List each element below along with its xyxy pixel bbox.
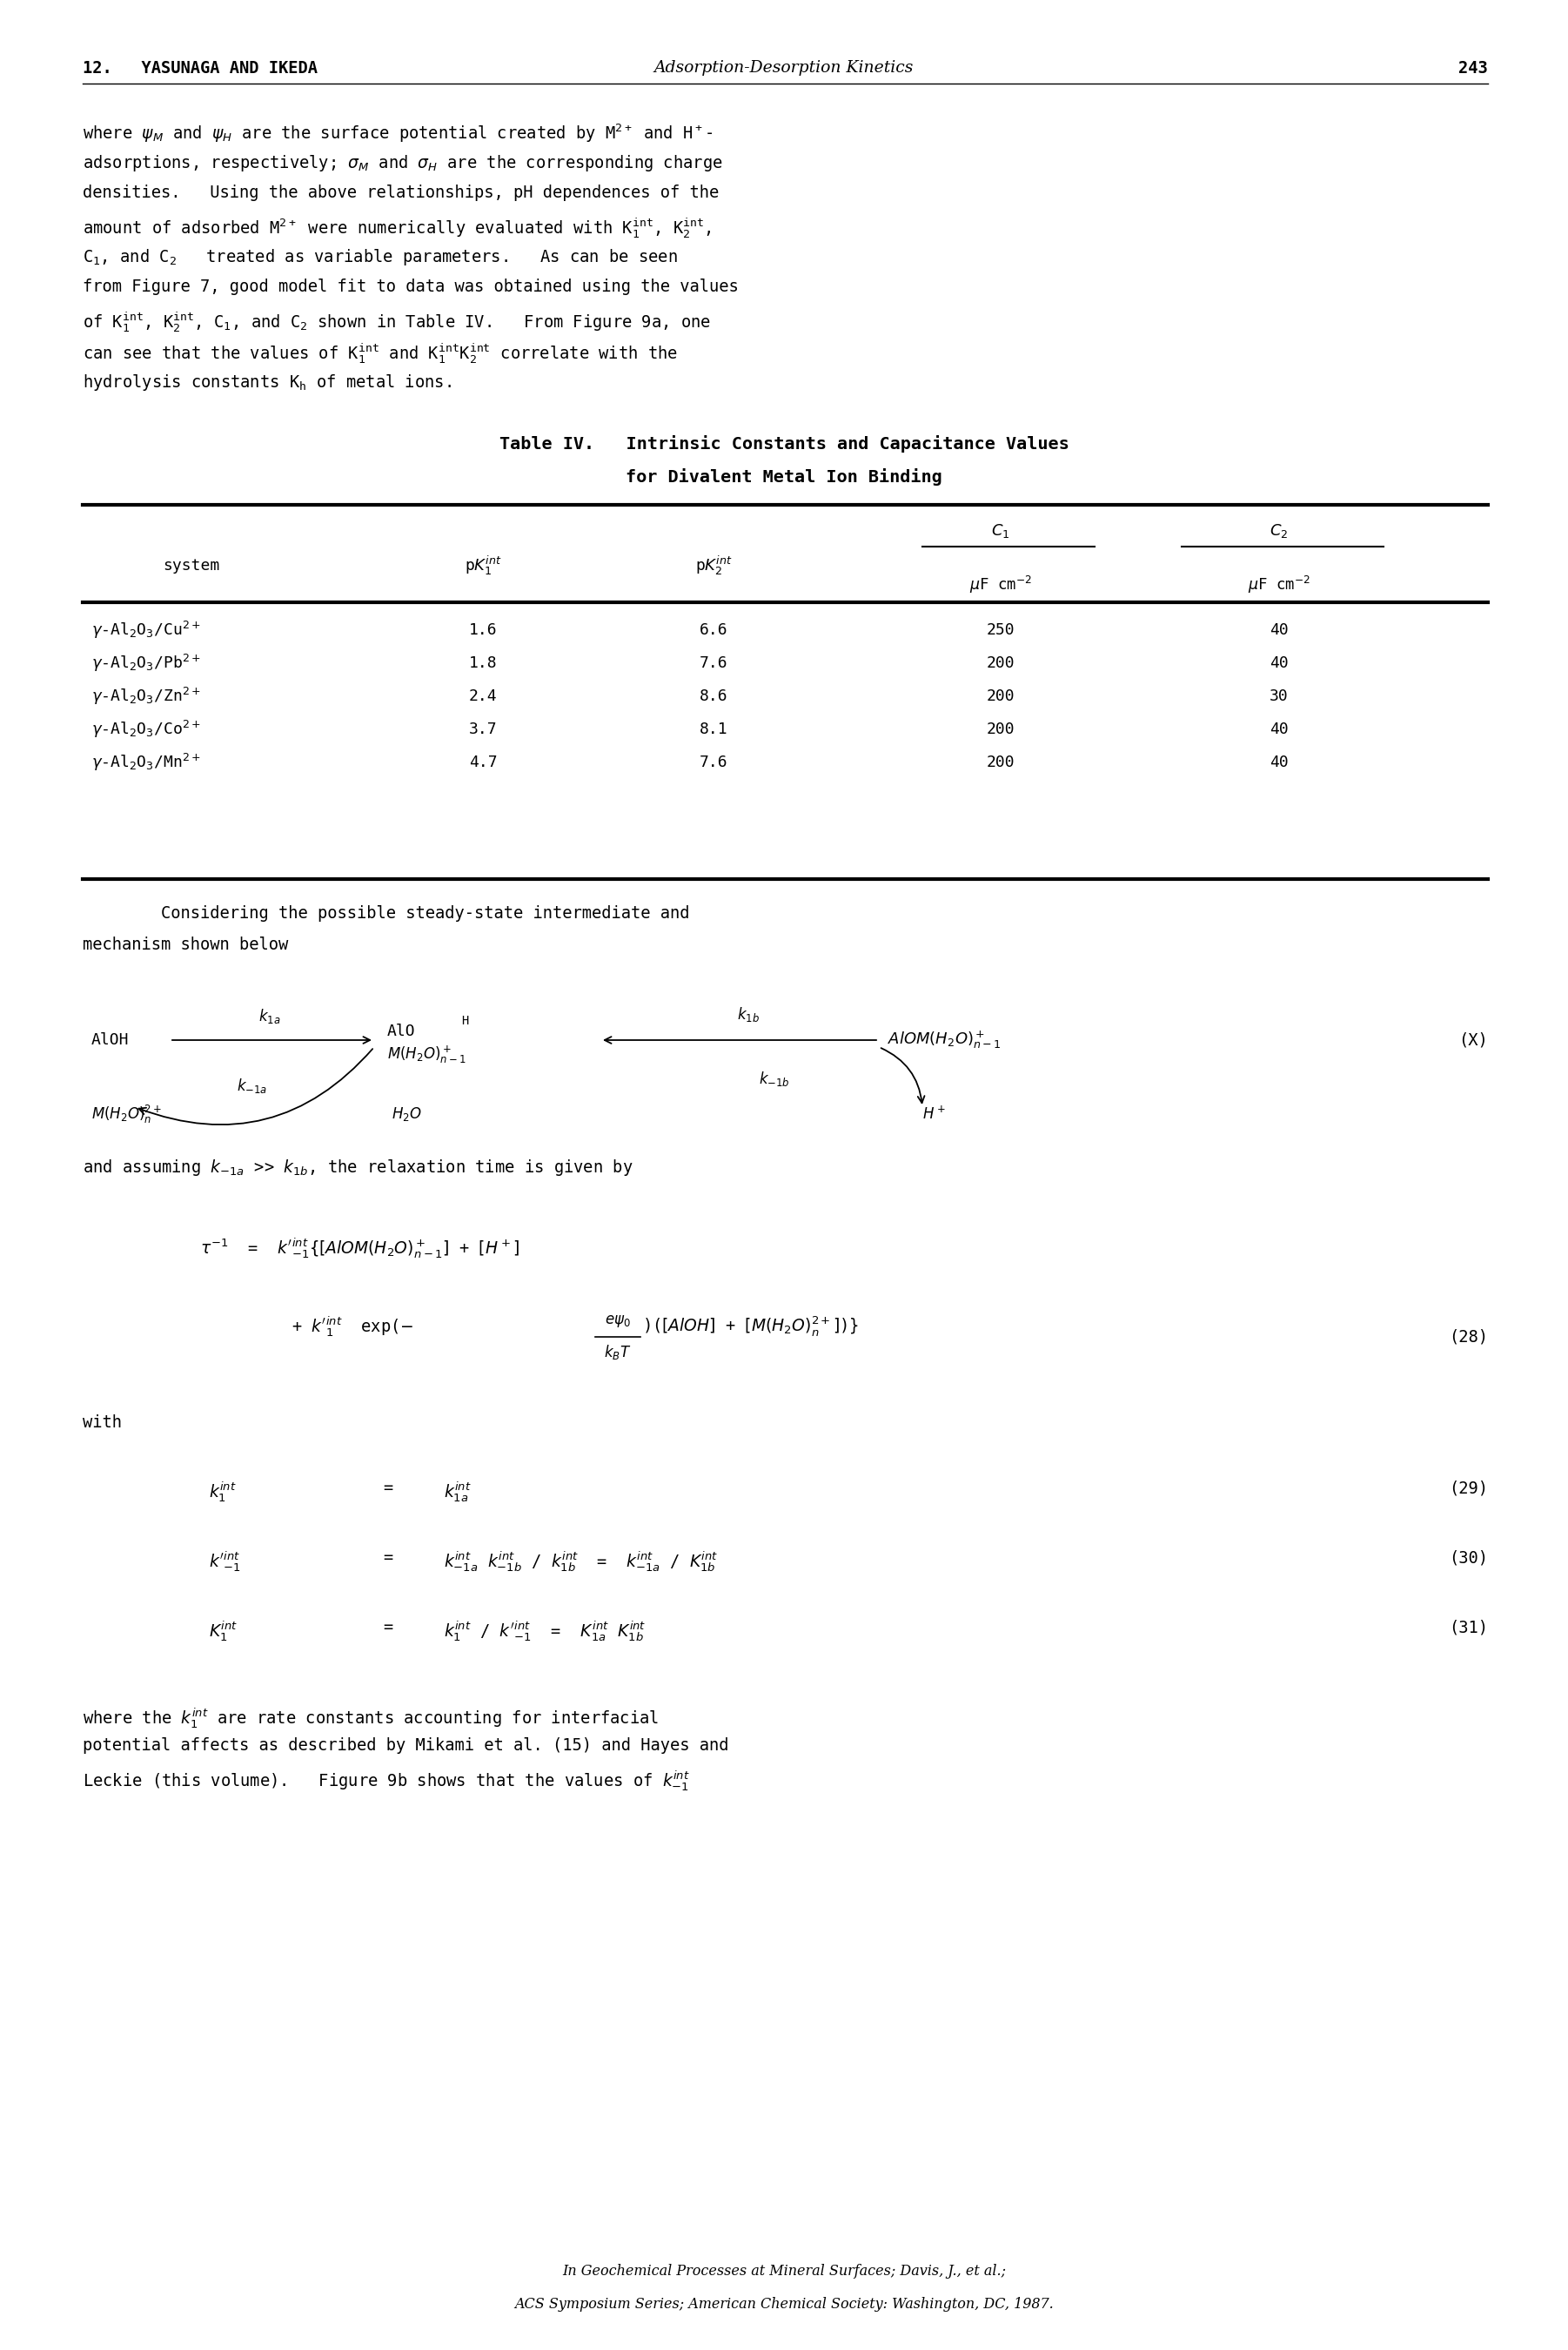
Text: In Geochemical Processes at Mineral Surfaces; Davis, J., et al.;: In Geochemical Processes at Mineral Surf…: [561, 2265, 1007, 2279]
Text: amount of adsorbed $\mathregular{M^{2+}}$ were numerically evaluated with $\math: amount of adsorbed $\mathregular{M^{2+}}…: [83, 216, 712, 240]
Text: $C_1$: $C_1$: [991, 522, 1010, 540]
Text: 243: 243: [1458, 59, 1488, 75]
Text: $\gamma$-Al$_2$O$_3$/Cu$^{2+}$: $\gamma$-Al$_2$O$_3$/Cu$^{2+}$: [91, 620, 201, 642]
Text: $\gamma$-Al$_2$O$_3$/Co$^{2+}$: $\gamma$-Al$_2$O$_3$/Co$^{2+}$: [91, 719, 201, 740]
Text: (28): (28): [1449, 1328, 1488, 1344]
Text: $k_BT$: $k_BT$: [604, 1344, 632, 1361]
Text: $k'^{int}_{-1}$: $k'^{int}_{-1}$: [209, 1549, 241, 1575]
Text: $H_2O$: $H_2O$: [392, 1104, 422, 1123]
Text: ACS Symposium Series; American Chemical Society: Washington, DC, 1987.: ACS Symposium Series; American Chemical …: [514, 2298, 1054, 2312]
Text: $H^+$: $H^+$: [922, 1107, 946, 1123]
FancyArrowPatch shape: [140, 1048, 373, 1126]
Text: with: with: [83, 1415, 122, 1431]
Text: =: =: [383, 1480, 392, 1497]
Text: 4.7: 4.7: [469, 754, 497, 771]
Text: Adsorption-Desorption Kinetics: Adsorption-Desorption Kinetics: [654, 61, 914, 75]
Text: =: =: [383, 1549, 392, 1565]
Text: densities.   Using the above relationships, pH dependences of the: densities. Using the above relationships…: [83, 186, 720, 202]
Text: (30): (30): [1449, 1549, 1488, 1565]
Text: + $k'^{int}_1$  exp($-$: + $k'^{int}_1$ exp($-$: [292, 1314, 414, 1340]
Text: 1.8: 1.8: [469, 656, 497, 672]
Text: AlOH: AlOH: [91, 1032, 129, 1048]
Text: hydrolysis constants $\mathregular{K_h}$ of metal ions.: hydrolysis constants $\mathregular{K_h}$…: [83, 374, 452, 392]
Text: $\gamma$-Al$_2$O$_3$/Pb$^{2+}$: $\gamma$-Al$_2$O$_3$/Pb$^{2+}$: [91, 653, 201, 674]
Text: 8.6: 8.6: [699, 689, 728, 705]
Text: p$K_1^{int}$: p$K_1^{int}$: [464, 555, 502, 578]
Text: (31): (31): [1449, 1619, 1488, 1636]
Text: 8.1: 8.1: [699, 721, 728, 738]
Text: 7.6: 7.6: [699, 656, 728, 672]
Text: AlO: AlO: [387, 1025, 416, 1039]
Text: $k_1^{int}$: $k_1^{int}$: [209, 1480, 237, 1504]
Text: $k_{-1a}^{int}$ $k_{-1b}^{int}$ / $k_{1b}^{int}$  =  $k_{-1a}^{int}$ / $K_{1b}^{: $k_{-1a}^{int}$ $k_{-1b}^{int}$ / $k_{1b…: [444, 1549, 718, 1575]
Text: H: H: [461, 1015, 469, 1027]
Text: )($[AlOH]$ + $[M(H_2O)^{2+}_n]$)}: )($[AlOH]$ + $[M(H_2O)^{2+}_n]$)}: [643, 1314, 859, 1337]
Text: 200: 200: [986, 754, 1014, 771]
Text: for Divalent Metal Ion Binding: for Divalent Metal Ion Binding: [626, 468, 942, 486]
Text: 2.4: 2.4: [469, 689, 497, 705]
Text: of $\mathregular{K_1^{int}}$, $\mathregular{K_2^{int}}$, $\mathregular{C_1}$, an: of $\mathregular{K_1^{int}}$, $\mathregu…: [83, 310, 710, 334]
Text: and assuming $k_{-1a}$ >> $k_{1b}$, the relaxation time is given by: and assuming $k_{-1a}$ >> $k_{1b}$, the …: [83, 1159, 633, 1177]
Text: $e\psi_0$: $e\psi_0$: [605, 1314, 630, 1330]
Text: 40: 40: [1270, 656, 1289, 672]
Text: Considering the possible steady-state intermediate and: Considering the possible steady-state in…: [83, 905, 690, 921]
Text: =: =: [383, 1619, 392, 1636]
Text: $k_{1b}$: $k_{1b}$: [737, 1006, 759, 1022]
Text: $k_1^{int}$ / $k'^{int}_{-1}$  =  $K_{1a}^{int}$ $K_{1b}^{int}$: $k_1^{int}$ / $k'^{int}_{-1}$ = $K_{1a}^…: [444, 1619, 646, 1643]
Text: $\mu$F cm$^{-2}$: $\mu$F cm$^{-2}$: [1248, 573, 1311, 595]
Text: 200: 200: [986, 656, 1014, 672]
Text: can see that the values of $\mathregular{K_1^{int}}$ and $\mathregular{K_1^{int}: can see that the values of $\mathregular…: [83, 341, 677, 364]
Text: $M(H_2O)^{2+}_n$: $M(H_2O)^{2+}_n$: [91, 1102, 162, 1126]
Text: 250: 250: [986, 623, 1014, 637]
Text: 40: 40: [1270, 754, 1289, 771]
Text: 40: 40: [1270, 623, 1289, 637]
Text: 3.7: 3.7: [469, 721, 497, 738]
Text: $\gamma$-Al$_2$O$_3$/Zn$^{2+}$: $\gamma$-Al$_2$O$_3$/Zn$^{2+}$: [91, 686, 201, 707]
Text: 200: 200: [986, 689, 1014, 705]
Text: $\mathregular{C_1}$, and $\mathregular{C_2}$   treated as variable parameters.  : $\mathregular{C_1}$, and $\mathregular{C…: [83, 247, 677, 268]
Text: from Figure 7, good model fit to data was obtained using the values: from Figure 7, good model fit to data wa…: [83, 280, 739, 296]
Text: (29): (29): [1449, 1480, 1488, 1497]
Text: 6.6: 6.6: [699, 623, 728, 637]
Text: 40: 40: [1270, 721, 1289, 738]
Text: $k_{-1b}$: $k_{-1b}$: [759, 1069, 790, 1088]
Text: $\mu$F cm$^{-2}$: $\mu$F cm$^{-2}$: [969, 573, 1032, 595]
Text: mechanism shown below: mechanism shown below: [83, 938, 289, 954]
Text: 12.   YASUNAGA AND IKEDA: 12. YASUNAGA AND IKEDA: [83, 59, 318, 75]
Text: $C_2$: $C_2$: [1270, 522, 1289, 540]
Text: Table IV.   Intrinsic Constants and Capacitance Values: Table IV. Intrinsic Constants and Capaci…: [499, 435, 1069, 454]
Text: adsorptions, respectively; $\sigma_M$ and $\sigma_H$ are the corresponding charg: adsorptions, respectively; $\sigma_M$ an…: [83, 153, 723, 174]
Text: $k_{-1a}$: $k_{-1a}$: [237, 1076, 268, 1095]
Text: 200: 200: [986, 721, 1014, 738]
Text: $k_{1a}$: $k_{1a}$: [259, 1008, 281, 1025]
Text: potential affects as described by Mikami et al. (15) and Hayes and: potential affects as described by Mikami…: [83, 1737, 729, 1753]
FancyArrowPatch shape: [881, 1048, 925, 1102]
Text: $\tau^{-1}$  =  $k'^{int}_{-1}${$[AlOM(H_2O)^+_{n-1}]$ + $[H^+]$: $\tau^{-1}$ = $k'^{int}_{-1}${$[AlOM(H_2…: [201, 1236, 519, 1260]
Text: system: system: [163, 557, 220, 573]
Text: $K_1^{int}$: $K_1^{int}$: [209, 1619, 238, 1643]
Text: $M(H_2O)^+_{n-1}$: $M(H_2O)^+_{n-1}$: [387, 1043, 466, 1065]
Text: 30: 30: [1270, 689, 1289, 705]
Text: 1.6: 1.6: [469, 623, 497, 637]
Text: $k_{1a}^{int}$: $k_{1a}^{int}$: [444, 1480, 472, 1504]
Text: p$K_2^{int}$: p$K_2^{int}$: [695, 555, 732, 578]
Text: where $\psi_M$ and $\psi_H$ are the surface potential created by $\mathregular{M: where $\psi_M$ and $\psi_H$ are the surf…: [83, 122, 713, 143]
Text: $AlOM(H_2O)^+_{n-1}$: $AlOM(H_2O)^+_{n-1}$: [887, 1029, 1002, 1050]
Text: $\gamma$-Al$_2$O$_3$/Mn$^{2+}$: $\gamma$-Al$_2$O$_3$/Mn$^{2+}$: [91, 752, 201, 773]
Text: (X): (X): [1458, 1032, 1488, 1048]
Text: 7.6: 7.6: [699, 754, 728, 771]
Text: where the $k_1^{int}$ are rate constants accounting for interfacial: where the $k_1^{int}$ are rate constants…: [83, 1706, 659, 1730]
Text: Leckie (this volume).   Figure 9b shows that the values of $k_{-1}^{int}$: Leckie (this volume). Figure 9b shows th…: [83, 1770, 690, 1793]
